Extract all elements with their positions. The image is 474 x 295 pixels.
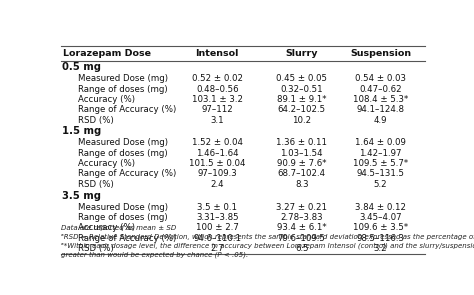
Text: 109.6 ± 3.5*: 109.6 ± 3.5*	[353, 223, 408, 232]
Text: 109.5 ± 5.7*: 109.5 ± 5.7*	[353, 159, 408, 168]
Text: 1.42–1.97: 1.42–1.97	[359, 149, 402, 158]
Text: 94.1–124.8: 94.1–124.8	[356, 105, 405, 114]
Text: 2.7: 2.7	[210, 244, 224, 253]
Text: 97–112: 97–112	[201, 105, 233, 114]
Text: 3.2: 3.2	[374, 244, 387, 253]
Text: 0.32–0.51: 0.32–0.51	[281, 85, 323, 94]
Text: Range of doses (mg): Range of doses (mg)	[78, 149, 167, 158]
Text: 108.4 ± 5.3*: 108.4 ± 5.3*	[353, 95, 408, 104]
Text: 2.4: 2.4	[210, 180, 224, 189]
Text: ᵃRSD = Relative Standard Deviation, which represents the sample standard deviati: ᵃRSD = Relative Standard Deviation, whic…	[61, 234, 474, 240]
Text: 101.5 ± 0.04: 101.5 ± 0.04	[189, 159, 246, 168]
Text: 4.9: 4.9	[374, 116, 387, 124]
Text: 3.45–4.07: 3.45–4.07	[359, 213, 402, 222]
Text: 103.1 ± 3.2: 103.1 ± 3.2	[191, 95, 243, 104]
Text: 0.45 ± 0.05: 0.45 ± 0.05	[276, 74, 327, 83]
Text: 1.36 ± 0.11: 1.36 ± 0.11	[276, 138, 327, 148]
Text: Intensol: Intensol	[195, 49, 239, 58]
Text: Data are reported as mean ± SD: Data are reported as mean ± SD	[61, 225, 176, 231]
Text: 3.5 mg: 3.5 mg	[62, 191, 101, 201]
Text: 8.3: 8.3	[295, 180, 309, 189]
Text: Measured Dose (mg): Measured Dose (mg)	[78, 74, 168, 83]
Text: 3.27 ± 0.21: 3.27 ± 0.21	[276, 203, 327, 212]
Text: Range of Accuracy (%): Range of Accuracy (%)	[78, 169, 176, 178]
Text: 90.9 ± 7.6*: 90.9 ± 7.6*	[277, 159, 327, 168]
Text: 0.5 mg: 0.5 mg	[62, 62, 101, 72]
Text: 1.5 mg: 1.5 mg	[62, 127, 101, 137]
Text: 5.2: 5.2	[374, 180, 387, 189]
Text: Accuracy (%): Accuracy (%)	[78, 95, 135, 104]
Text: 98.5–116.3: 98.5–116.3	[356, 234, 405, 242]
Text: 100 ± 2.7: 100 ± 2.7	[196, 223, 238, 232]
Text: 79.6–109.5: 79.6–109.5	[278, 234, 326, 242]
Text: Range of doses (mg): Range of doses (mg)	[78, 213, 167, 222]
Text: 94.6–110.1: 94.6–110.1	[193, 234, 241, 242]
Text: 97–109.3: 97–109.3	[197, 169, 237, 178]
Text: RSD (%): RSD (%)	[78, 180, 113, 189]
Text: 6.5: 6.5	[295, 244, 309, 253]
Text: greater than would be expected by chance (P < .05).: greater than would be expected by chance…	[61, 251, 248, 258]
Text: Suspension: Suspension	[350, 49, 411, 58]
Text: 89.1 ± 9.1*: 89.1 ± 9.1*	[277, 95, 327, 104]
Text: RSD (%): RSD (%)	[78, 116, 113, 124]
Text: Lorazepam Dose: Lorazepam Dose	[63, 49, 151, 58]
Text: 1.52 ± 0.04: 1.52 ± 0.04	[191, 138, 243, 148]
Text: 2.78–3.83: 2.78–3.83	[281, 213, 323, 222]
Text: Accuracy (%): Accuracy (%)	[78, 223, 135, 232]
Text: 3.84 ± 0.12: 3.84 ± 0.12	[355, 203, 406, 212]
Text: 3.5 ± 0.1: 3.5 ± 0.1	[197, 203, 237, 212]
Text: 64.2–102.5: 64.2–102.5	[278, 105, 326, 114]
Text: 0.52 ± 0.02: 0.52 ± 0.02	[191, 74, 243, 83]
Text: Range of doses (mg): Range of doses (mg)	[78, 85, 167, 94]
Text: 68.7–102.4: 68.7–102.4	[278, 169, 326, 178]
Text: 93.4 ± 6.1*: 93.4 ± 6.1*	[277, 223, 327, 232]
Text: 0.54 ± 0.03: 0.54 ± 0.03	[355, 74, 406, 83]
Text: Range of Accuracy (%): Range of Accuracy (%)	[78, 105, 176, 114]
Text: 1.64 ± 0.09: 1.64 ± 0.09	[355, 138, 406, 148]
Text: Measured Dose (mg): Measured Dose (mg)	[78, 138, 168, 148]
Text: 0.48–0.56: 0.48–0.56	[196, 85, 238, 94]
Text: Measured Dose (mg): Measured Dose (mg)	[78, 203, 168, 212]
Text: 10.2: 10.2	[292, 116, 311, 124]
Text: Slurry: Slurry	[285, 49, 318, 58]
Text: 1.03–1.54: 1.03–1.54	[281, 149, 323, 158]
Text: 3.31–3.85: 3.31–3.85	[196, 213, 238, 222]
Text: ᵃ*Within each dosage level, the difference in accuracy between Lorazepam Intenso: ᵃ*Within each dosage level, the differen…	[61, 242, 474, 249]
Text: Accuracy (%): Accuracy (%)	[78, 159, 135, 168]
Text: 3.1: 3.1	[210, 116, 224, 124]
Text: 0.47–0.62: 0.47–0.62	[359, 85, 402, 94]
Text: Range of Accuracy (%): Range of Accuracy (%)	[78, 234, 176, 242]
Text: 1.46–1.64: 1.46–1.64	[196, 149, 238, 158]
Text: 94.5–131.5: 94.5–131.5	[356, 169, 405, 178]
Text: RSD (%): RSD (%)	[78, 244, 113, 253]
